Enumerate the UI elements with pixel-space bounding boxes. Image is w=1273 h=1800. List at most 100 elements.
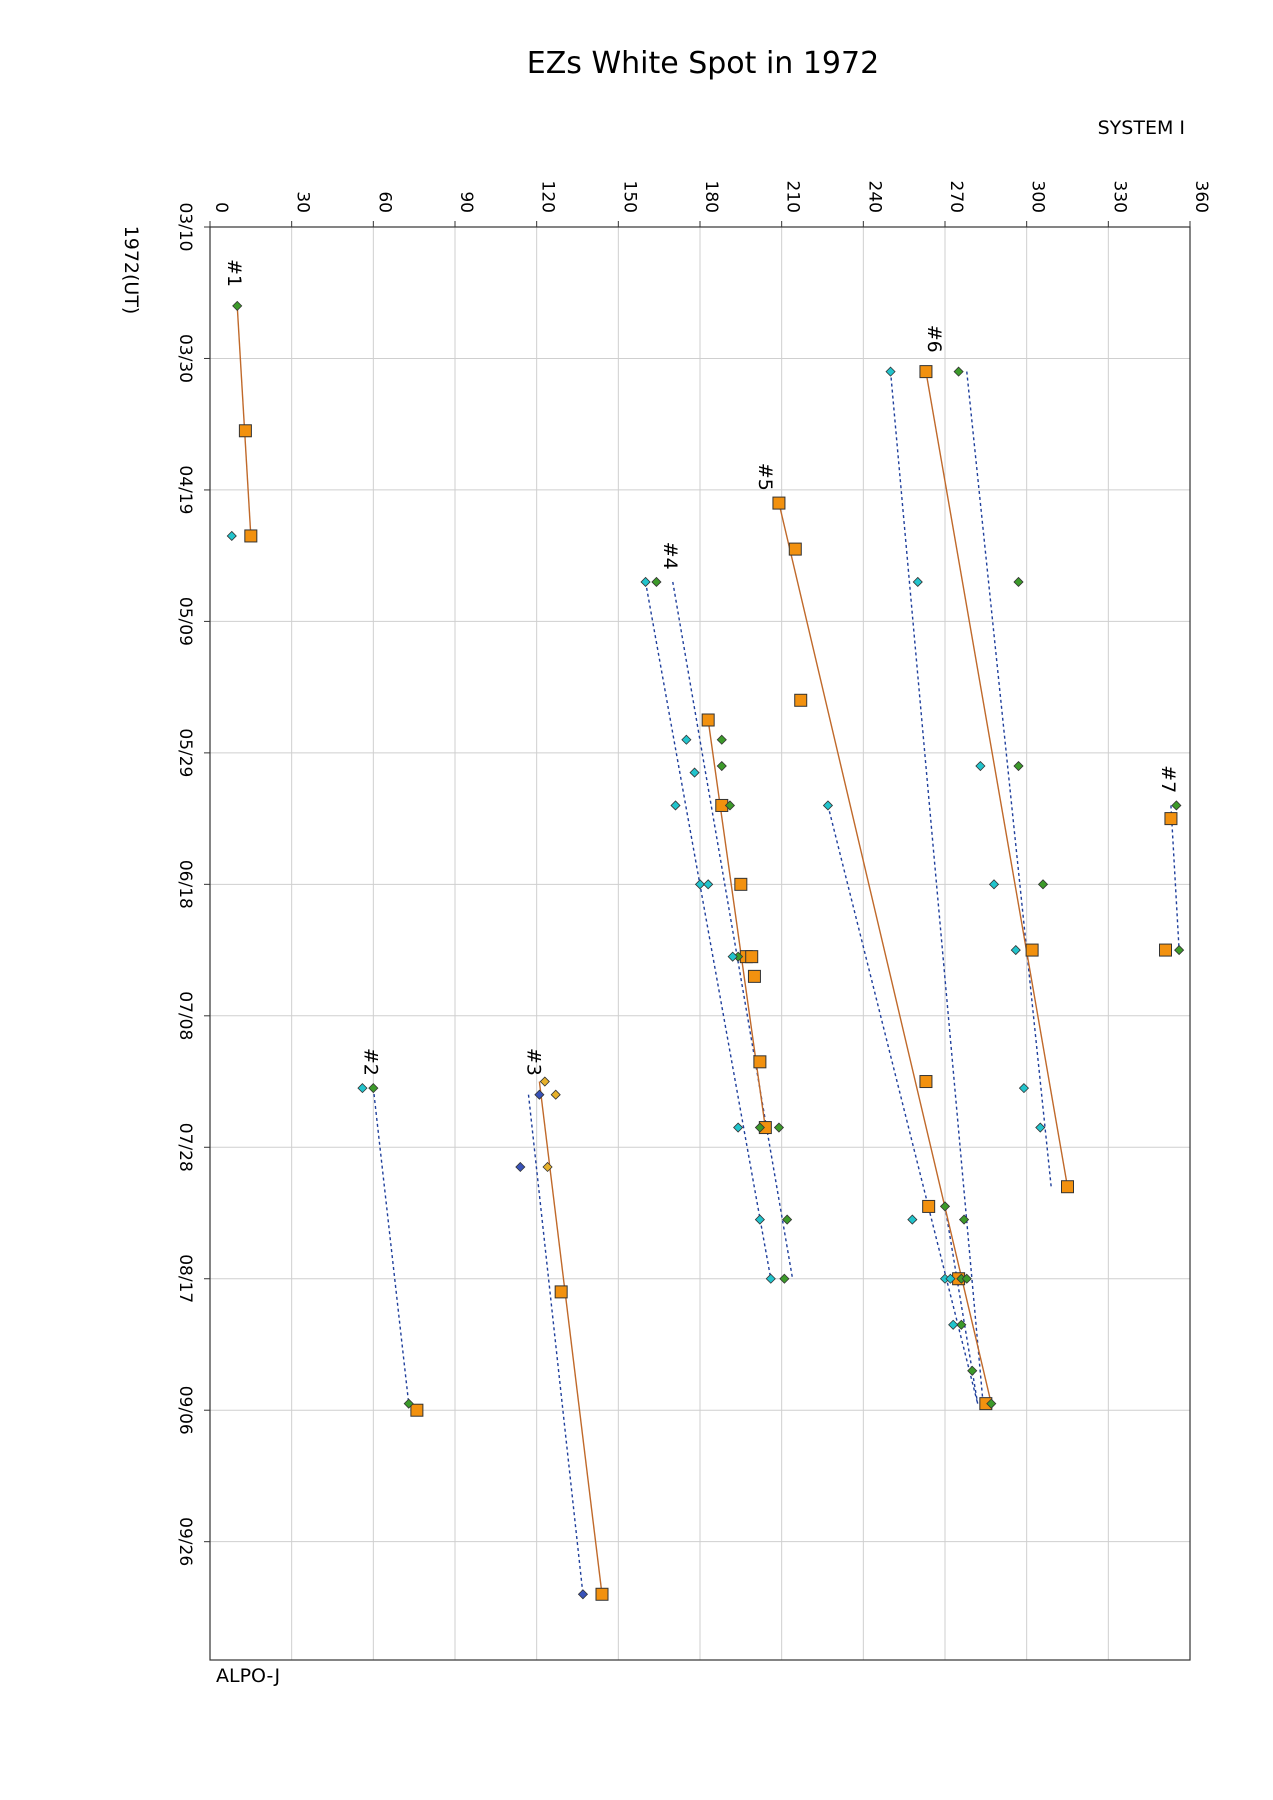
y-tick-label: 09/06	[175, 1386, 195, 1435]
square-data-point	[745, 950, 759, 964]
diamond-data-point	[967, 1365, 978, 1376]
diamond-data-point	[961, 1273, 972, 1284]
x-tick-label: 300	[1028, 181, 1048, 213]
x-tick-label: 0	[211, 202, 231, 213]
diamond-data-point	[232, 300, 243, 311]
boundary-lines	[372, 371, 1180, 1595]
spot-label: #4	[659, 542, 681, 570]
boundary-line	[372, 1088, 410, 1404]
diamond-data-point	[716, 760, 727, 772]
diamond-data-point	[958, 1214, 970, 1225]
diamond-data-point	[651, 576, 662, 588]
spot-label: #1	[223, 259, 245, 287]
grid-lines	[210, 227, 1190, 1660]
boundary-line	[889, 371, 984, 1404]
diamond-data-point	[1013, 576, 1024, 588]
diamond-data-point	[670, 800, 681, 811]
x-tick-label: 180	[701, 181, 721, 213]
x-tick-label: 150	[619, 181, 639, 213]
x-tick-label: 270	[946, 181, 966, 213]
trend-line	[538, 1081, 603, 1595]
square-data-point	[747, 969, 761, 983]
square-data-point	[1164, 812, 1178, 826]
diamond-data-point	[716, 734, 727, 745]
square-data-point	[772, 496, 786, 510]
diamond-data-point	[640, 576, 651, 588]
trend-line	[778, 502, 992, 1404]
boundary-line	[644, 581, 772, 1279]
trend-lines	[236, 305, 1069, 1595]
credit-label: ALPO-J	[216, 1665, 280, 1687]
y-tick-label: 08/17	[175, 1254, 195, 1303]
square-data-point	[554, 1285, 568, 1299]
diamond-data-point	[945, 1273, 956, 1284]
x-tick-label: 60	[374, 191, 394, 213]
diamond-data-point	[1013, 760, 1024, 772]
diamond-data-point	[988, 879, 1000, 890]
square-data-point	[410, 1403, 424, 1417]
square-data-point	[753, 1055, 767, 1069]
y-tick-label: 07/08	[175, 991, 195, 1040]
diamond-data-point	[368, 1083, 379, 1094]
square-data-point	[1025, 943, 1039, 957]
square-data-point	[595, 1587, 609, 1601]
y-axis-title: 1972(UT)	[120, 226, 142, 315]
y-tick-label: 05/09	[175, 597, 195, 646]
square-data-point	[1159, 943, 1172, 957]
spot-label: #7	[1157, 765, 1179, 793]
diamond-data-point	[724, 800, 736, 811]
square-data-point	[922, 1199, 936, 1213]
square-data-point	[701, 713, 715, 727]
y-tick-label: 06/18	[175, 860, 195, 909]
diamond-data-point	[727, 951, 738, 962]
square-data-point	[788, 542, 802, 556]
diamond-data-point	[939, 1201, 951, 1212]
square-data-point	[794, 693, 808, 707]
y-tick-label: 05/29	[175, 728, 195, 777]
diamond-data-point	[948, 1319, 959, 1330]
diamond-data-point	[550, 1089, 561, 1100]
diamond-data-point	[1174, 945, 1185, 956]
x-tick-label: 120	[538, 181, 558, 213]
diamond-data-point	[577, 1589, 589, 1600]
diamond-data-point	[1037, 879, 1049, 890]
diamond-data-point	[754, 1122, 765, 1133]
diamond-data-point	[1018, 1083, 1030, 1094]
diamond-data-point	[779, 1273, 790, 1284]
y-tick-label: 07/28	[175, 1123, 195, 1172]
diamond-data-point	[986, 1398, 997, 1409]
x-axis-ticks: 0 30 60 90 120 150 180 210 240 270 300 330 360	[209, 181, 1211, 227]
diamond-data-point	[953, 366, 964, 377]
diamond-data-point	[912, 576, 923, 588]
diamond-data-point	[765, 1273, 776, 1284]
diamond-data-point	[773, 1122, 785, 1133]
diamond-data-point	[515, 1161, 526, 1173]
y-tick-label: 04/19	[175, 465, 195, 514]
spot-label: #5	[754, 463, 776, 491]
chart-title: EZs White Spot in 1972	[527, 46, 879, 81]
diamond-data-point	[357, 1083, 368, 1094]
y-tick-label: 09/26	[175, 1517, 195, 1566]
diamond-data-point	[754, 1214, 765, 1225]
diamond-data-point	[226, 530, 237, 542]
x-tick-label: 330	[1109, 181, 1129, 213]
diamond-data-point	[403, 1398, 414, 1409]
diamond-data-point	[975, 760, 986, 772]
square-data-point	[919, 1075, 933, 1089]
y-tick-label: 03/30	[175, 334, 195, 383]
square-data-point	[244, 529, 258, 543]
square-data-point	[1061, 1180, 1074, 1194]
square-data-point	[919, 365, 933, 379]
spot-label: #3	[523, 1048, 545, 1076]
diamond-data-point	[681, 734, 692, 745]
y-tick-label: 03/10	[175, 203, 195, 252]
diamond-data-point	[782, 1214, 793, 1225]
boundary-line	[672, 581, 794, 1279]
spot-labels: #1 #6 #5 #4 #7 #2 #3	[223, 259, 1179, 1076]
boundary-line	[966, 371, 1052, 1187]
x-axis-title: SYSTEM I	[1098, 117, 1185, 139]
trend-line	[236, 305, 252, 536]
y-axis-ticks: 03/10 03/30 04/19 05/09 05/29 06/18 07/08 07/28…	[175, 203, 210, 1566]
diamond-data-point	[689, 767, 700, 778]
